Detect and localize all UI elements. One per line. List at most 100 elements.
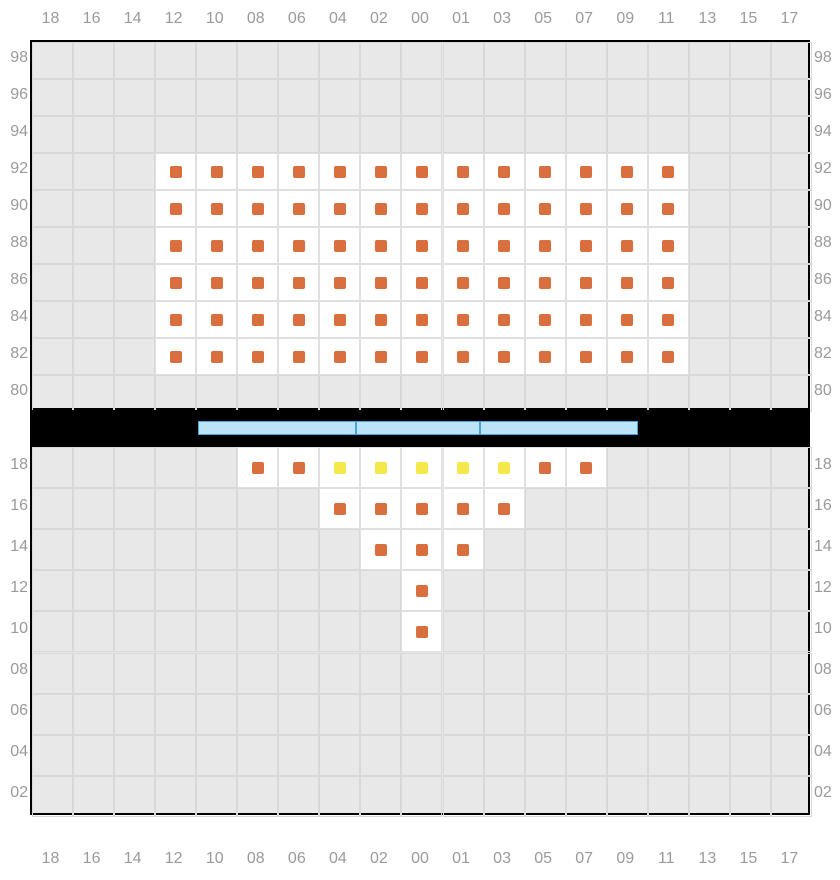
seat[interactable] — [360, 153, 401, 190]
seat[interactable] — [401, 611, 442, 652]
seat[interactable] — [443, 338, 484, 375]
seat[interactable] — [319, 264, 360, 301]
seat[interactable] — [319, 153, 360, 190]
seat[interactable] — [278, 447, 319, 488]
seat[interactable] — [525, 301, 566, 338]
seat[interactable] — [155, 301, 196, 338]
seat-marker — [498, 203, 510, 215]
seat[interactable] — [401, 153, 442, 190]
seat[interactable] — [360, 227, 401, 264]
seat[interactable] — [525, 264, 566, 301]
seat[interactable] — [401, 447, 442, 488]
seat[interactable] — [525, 190, 566, 227]
seat[interactable] — [443, 447, 484, 488]
seat[interactable] — [484, 338, 525, 375]
seat[interactable] — [278, 153, 319, 190]
seat[interactable] — [196, 301, 237, 338]
seat[interactable] — [648, 264, 689, 301]
seat[interactable] — [443, 488, 484, 529]
seat[interactable] — [360, 190, 401, 227]
seat[interactable] — [401, 264, 442, 301]
seat[interactable] — [443, 190, 484, 227]
seat[interactable] — [278, 301, 319, 338]
seat[interactable] — [401, 190, 442, 227]
seat[interactable] — [607, 338, 648, 375]
seat[interactable] — [278, 338, 319, 375]
seat[interactable] — [525, 447, 566, 488]
seat[interactable] — [607, 227, 648, 264]
seat[interactable] — [319, 301, 360, 338]
seat[interactable] — [360, 488, 401, 529]
seat[interactable] — [155, 264, 196, 301]
seat[interactable] — [566, 227, 607, 264]
seat[interactable] — [401, 570, 442, 611]
seat[interactable] — [566, 264, 607, 301]
seat[interactable] — [155, 227, 196, 264]
seat[interactable] — [401, 301, 442, 338]
seat[interactable] — [484, 264, 525, 301]
seat[interactable] — [525, 227, 566, 264]
seat[interactable] — [607, 153, 648, 190]
seat[interactable] — [360, 529, 401, 570]
seat[interactable] — [360, 338, 401, 375]
seat[interactable] — [360, 301, 401, 338]
seat[interactable] — [278, 190, 319, 227]
seat[interactable] — [607, 190, 648, 227]
seat[interactable] — [237, 264, 278, 301]
grid-cell — [771, 264, 812, 301]
seat[interactable] — [443, 301, 484, 338]
seat[interactable] — [319, 227, 360, 264]
seat[interactable] — [237, 227, 278, 264]
seat[interactable] — [196, 153, 237, 190]
seat[interactable] — [319, 190, 360, 227]
seat[interactable] — [196, 227, 237, 264]
seat[interactable] — [278, 227, 319, 264]
seat[interactable] — [319, 447, 360, 488]
seat[interactable] — [155, 338, 196, 375]
seat[interactable] — [484, 447, 525, 488]
seat[interactable] — [401, 529, 442, 570]
seat[interactable] — [360, 447, 401, 488]
seat[interactable] — [648, 227, 689, 264]
seat[interactable] — [648, 301, 689, 338]
seat[interactable] — [155, 190, 196, 227]
seat[interactable] — [319, 338, 360, 375]
seat[interactable] — [360, 264, 401, 301]
seat[interactable] — [237, 153, 278, 190]
seat[interactable] — [484, 488, 525, 529]
seat[interactable] — [648, 190, 689, 227]
seat[interactable] — [566, 153, 607, 190]
seat[interactable] — [648, 153, 689, 190]
grid-cell — [525, 488, 566, 529]
seat[interactable] — [566, 190, 607, 227]
seat[interactable] — [525, 338, 566, 375]
seat[interactable] — [484, 227, 525, 264]
seat[interactable] — [196, 190, 237, 227]
seat[interactable] — [648, 338, 689, 375]
seat[interactable] — [237, 447, 278, 488]
seat[interactable] — [155, 153, 196, 190]
seat[interactable] — [443, 227, 484, 264]
seat[interactable] — [484, 153, 525, 190]
seat[interactable] — [484, 301, 525, 338]
seat[interactable] — [566, 447, 607, 488]
seat[interactable] — [401, 488, 442, 529]
seat[interactable] — [607, 264, 648, 301]
seat[interactable] — [278, 264, 319, 301]
seat[interactable] — [566, 338, 607, 375]
seat[interactable] — [319, 488, 360, 529]
seat[interactable] — [401, 338, 442, 375]
seat[interactable] — [607, 301, 648, 338]
seat[interactable] — [196, 264, 237, 301]
seat[interactable] — [443, 153, 484, 190]
seat[interactable] — [237, 301, 278, 338]
seat[interactable] — [237, 338, 278, 375]
seat[interactable] — [401, 227, 442, 264]
seat[interactable] — [484, 190, 525, 227]
seat[interactable] — [566, 301, 607, 338]
seat[interactable] — [443, 529, 484, 570]
seat[interactable] — [237, 190, 278, 227]
seat[interactable] — [443, 264, 484, 301]
seat[interactable] — [196, 338, 237, 375]
seat[interactable] — [525, 153, 566, 190]
